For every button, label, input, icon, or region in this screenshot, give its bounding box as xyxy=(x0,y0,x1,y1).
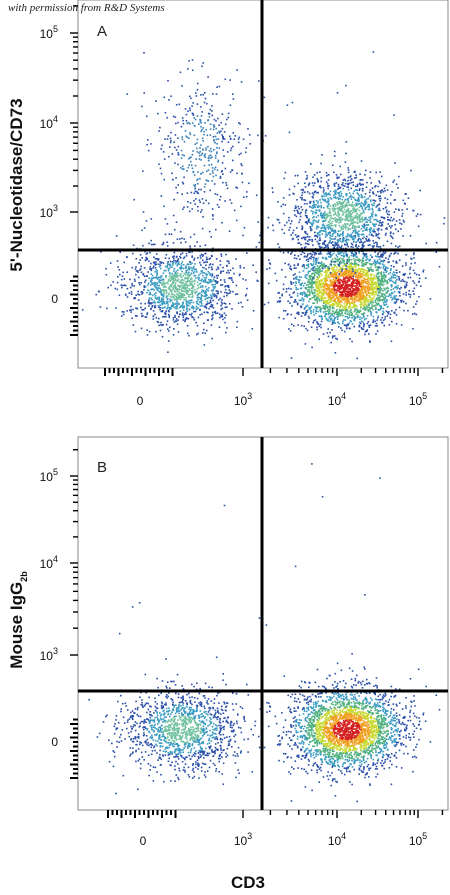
y-axis-label-a: 5'-Nucleotidase/CD73 xyxy=(7,98,26,271)
x-tick-label: 103 xyxy=(234,831,252,848)
population-0 xyxy=(81,205,270,353)
y-tick-label: 104 xyxy=(40,554,58,571)
data-points xyxy=(88,463,441,803)
y-tick-label: 103 xyxy=(40,203,58,220)
stray-events xyxy=(118,463,381,660)
plot-panel-b: B 0 103 104 105 0 103 104 105 xyxy=(40,436,449,848)
x-tick-label: 103 xyxy=(234,391,252,408)
x-tick-label: 104 xyxy=(328,391,346,408)
panel-letter: A xyxy=(97,23,107,40)
y-axis-label-b: Mouse IgG2b xyxy=(7,571,29,669)
x-axis-label: CD3 xyxy=(231,873,265,892)
y-tick-label: 103 xyxy=(40,646,58,663)
plot-panel-a: A 0 103 104 105 0 103 104 105 xyxy=(40,0,449,408)
y-axis-label-b-main: Mouse IgG xyxy=(7,582,26,669)
watermark-text: with permission from R&D Systems xyxy=(8,2,165,14)
x-tick-label: 105 xyxy=(409,391,427,408)
y-axis-label-b-sub: 2b xyxy=(19,571,29,582)
y-tick-label: 105 xyxy=(40,467,58,484)
panel-letter: B xyxy=(97,459,107,476)
population-2 xyxy=(251,219,441,360)
x-tick-label: 105 xyxy=(409,831,427,848)
x-tick-label: 0 xyxy=(140,834,147,848)
axis-ticks xyxy=(70,449,444,818)
population-0 xyxy=(88,673,268,795)
x-tick-label: 104 xyxy=(328,831,346,848)
y-tick-label: 104 xyxy=(40,114,58,131)
y-tick-label: 0 xyxy=(51,292,58,306)
population-1 xyxy=(251,662,441,803)
data-points xyxy=(81,51,446,360)
axis-ticks xyxy=(70,5,444,376)
population-3 xyxy=(255,141,446,290)
x-tick-label: 0 xyxy=(137,394,144,408)
y-tick-label: 105 xyxy=(40,24,58,41)
y-tick-label: 0 xyxy=(51,735,58,749)
population-1 xyxy=(126,59,267,252)
